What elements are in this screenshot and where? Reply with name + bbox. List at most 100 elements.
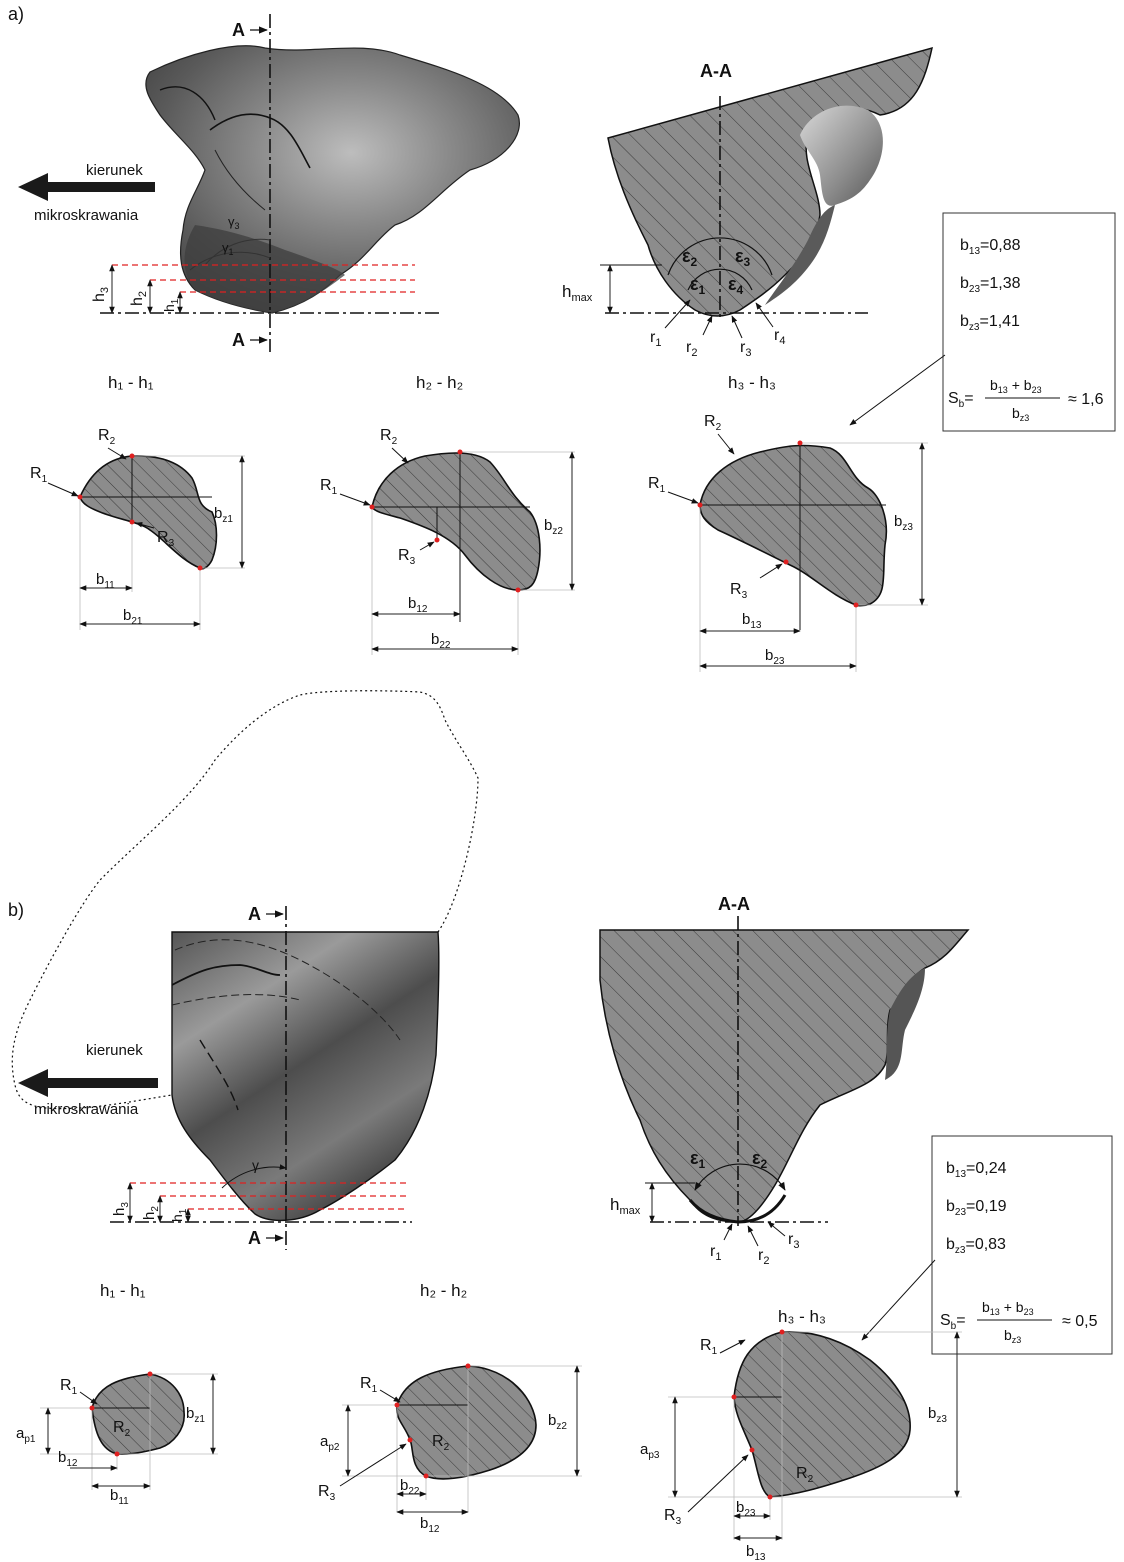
box-b-numerator: b13 + b23 [982, 1299, 1034, 1317]
r3-leader-a [731, 315, 743, 339]
grain-outline-original-b [11, 690, 479, 1110]
svg-text:R3: R3 [664, 1507, 682, 1527]
panel-a: a) A A γ3 γ1 kierunek mikroskrawania h3 … [8, 4, 1116, 672]
epsilon-arc-b [694, 1163, 786, 1191]
h3-label: h3 [91, 287, 111, 302]
grain-crack-b1 [171, 964, 281, 986]
svg-text:R1: R1 [360, 1375, 378, 1395]
direction-label-a-1: kierunek [86, 162, 143, 179]
svg-text:R1: R1 [320, 477, 338, 497]
svg-text:b22: b22 [431, 631, 451, 651]
epsilon-arc-inner [687, 268, 753, 291]
svg-text:bz3: bz3 [894, 513, 913, 533]
svg-text:R2: R2 [380, 427, 398, 447]
svg-text:R1: R1 [648, 475, 666, 495]
direction-arrow-b [18, 1069, 158, 1097]
section-b2: R1 R2 R3 bz2 ap2 b22 b12 [318, 1363, 582, 1535]
svg-text:ap1: ap1 [16, 1425, 36, 1445]
svg-text:ap2: ap2 [320, 1433, 340, 1453]
svg-text:R3: R3 [318, 1483, 336, 1503]
gamma-label-b: γ [252, 1157, 259, 1173]
section-b2-title: h₂ - h₂ [420, 1281, 467, 1300]
gamma-arc-3 [204, 238, 271, 266]
section-marker-top: A [232, 20, 245, 40]
svg-text:b12: b12 [408, 595, 428, 615]
gamma-3-label: γ3 [228, 214, 240, 231]
r3-leader-b [767, 1221, 786, 1237]
value-box-a [942, 212, 1116, 432]
r2-leader-b [747, 1225, 759, 1247]
svg-text:bz2: bz2 [548, 1412, 567, 1432]
section-marker-top-b: A [248, 904, 261, 924]
grain-dash-b2 [171, 994, 301, 1006]
gamma-arc-b [221, 1164, 287, 1189]
svg-text:bz1: bz1 [186, 1405, 205, 1425]
section-title-b: A-A [718, 894, 750, 914]
section-a3: R1 R2 R3 bz3 b13 b23 [648, 413, 928, 672]
svg-text:bz1: bz1 [214, 505, 233, 525]
section-b1: R1 R2 bz1 ap1 b12 b11 [16, 1371, 218, 1507]
section-marker-bottom: A [232, 330, 245, 350]
grain-crack-3 [214, 149, 266, 211]
r2-label-a: r2 [686, 339, 697, 359]
grain-body-b [171, 931, 440, 1222]
hmax-label-a: hmax [562, 282, 593, 304]
panel-a-label: a) [8, 4, 24, 24]
b-h3-label: h3 [111, 1202, 131, 1216]
box-b-result: ≈ 0,5 [1062, 1313, 1098, 1330]
h1-label: h1 [161, 298, 181, 312]
box-a-pointer [849, 354, 946, 426]
r3-label-b: r3 [788, 1231, 799, 1251]
section-a2-title: h₂ - h₂ [416, 373, 463, 392]
svg-text:R3: R3 [730, 581, 748, 601]
section-b3: R1 R2 R3 bz3 ap3 b23 b13 [640, 1329, 962, 1562]
svg-text:ap3: ap3 [640, 1441, 660, 1461]
h2-label: h2 [129, 291, 149, 306]
svg-text:bz3: bz3 [928, 1405, 947, 1425]
r4-label-a: r4 [774, 327, 785, 347]
section-title-a: A-A [700, 61, 732, 81]
section-b1-title: h₁ - h₁ [100, 1281, 146, 1300]
svg-text:b12: b12 [58, 1449, 78, 1469]
box-b-pointer [861, 1259, 936, 1341]
svg-text:b23: b23 [765, 647, 785, 667]
svg-text:bz2: bz2 [544, 517, 563, 537]
svg-text:b13: b13 [742, 611, 762, 631]
grain-dash-b3 [199, 1039, 239, 1111]
epsilon-arc-outer [667, 237, 773, 276]
direction-arrow-a [18, 173, 155, 201]
box-a-result: ≈ 1,6 [1068, 391, 1104, 408]
b-h1-label: h1 [169, 1208, 189, 1222]
hmax-label-b: hmax [610, 1195, 641, 1217]
b-h2-label: h2 [141, 1206, 161, 1220]
cross-section-rim-a [765, 205, 835, 305]
cross-section-rim-b [885, 968, 925, 1080]
box-a-sb: Sb= [948, 390, 974, 410]
section-a1-title: h₁ - h₁ [108, 373, 154, 392]
section-b3-title: h₃ - h₃ [778, 1307, 826, 1326]
gamma-1-label: γ1 [222, 240, 234, 257]
svg-text:b13: b13 [746, 1543, 766, 1562]
value-box-b [931, 1135, 1113, 1355]
r1-label-a: r1 [650, 329, 661, 349]
direction-label-a-2: mikroskrawania [34, 207, 139, 224]
grain-crack-2 [159, 86, 216, 121]
direction-label-b-1: kierunek [86, 1042, 143, 1059]
svg-text:b11: b11 [110, 1487, 129, 1507]
section-a1: R1 R2 R3 bz1 b11 b21 [30, 427, 245, 630]
r1-leader-a [664, 299, 691, 329]
cross-section-a [607, 46, 933, 317]
svg-text:R1: R1 [700, 1337, 718, 1357]
r1-label-b: r1 [710, 1243, 721, 1263]
svg-text:b12: b12 [420, 1515, 440, 1535]
section-marker-bottom-b: A [248, 1228, 261, 1248]
svg-text:R2: R2 [704, 413, 722, 433]
section-a2: R1 R2 R3 bz2 b12 b22 [320, 427, 575, 655]
svg-text:R2: R2 [98, 427, 116, 447]
r3-label-a: r3 [740, 339, 751, 359]
grain-shadow-a [184, 225, 345, 313]
box-b-sb: Sb= [940, 1312, 966, 1332]
grain-dash-b1 [174, 939, 401, 1041]
direction-label-b-2: mikroskrawania [34, 1101, 139, 1118]
